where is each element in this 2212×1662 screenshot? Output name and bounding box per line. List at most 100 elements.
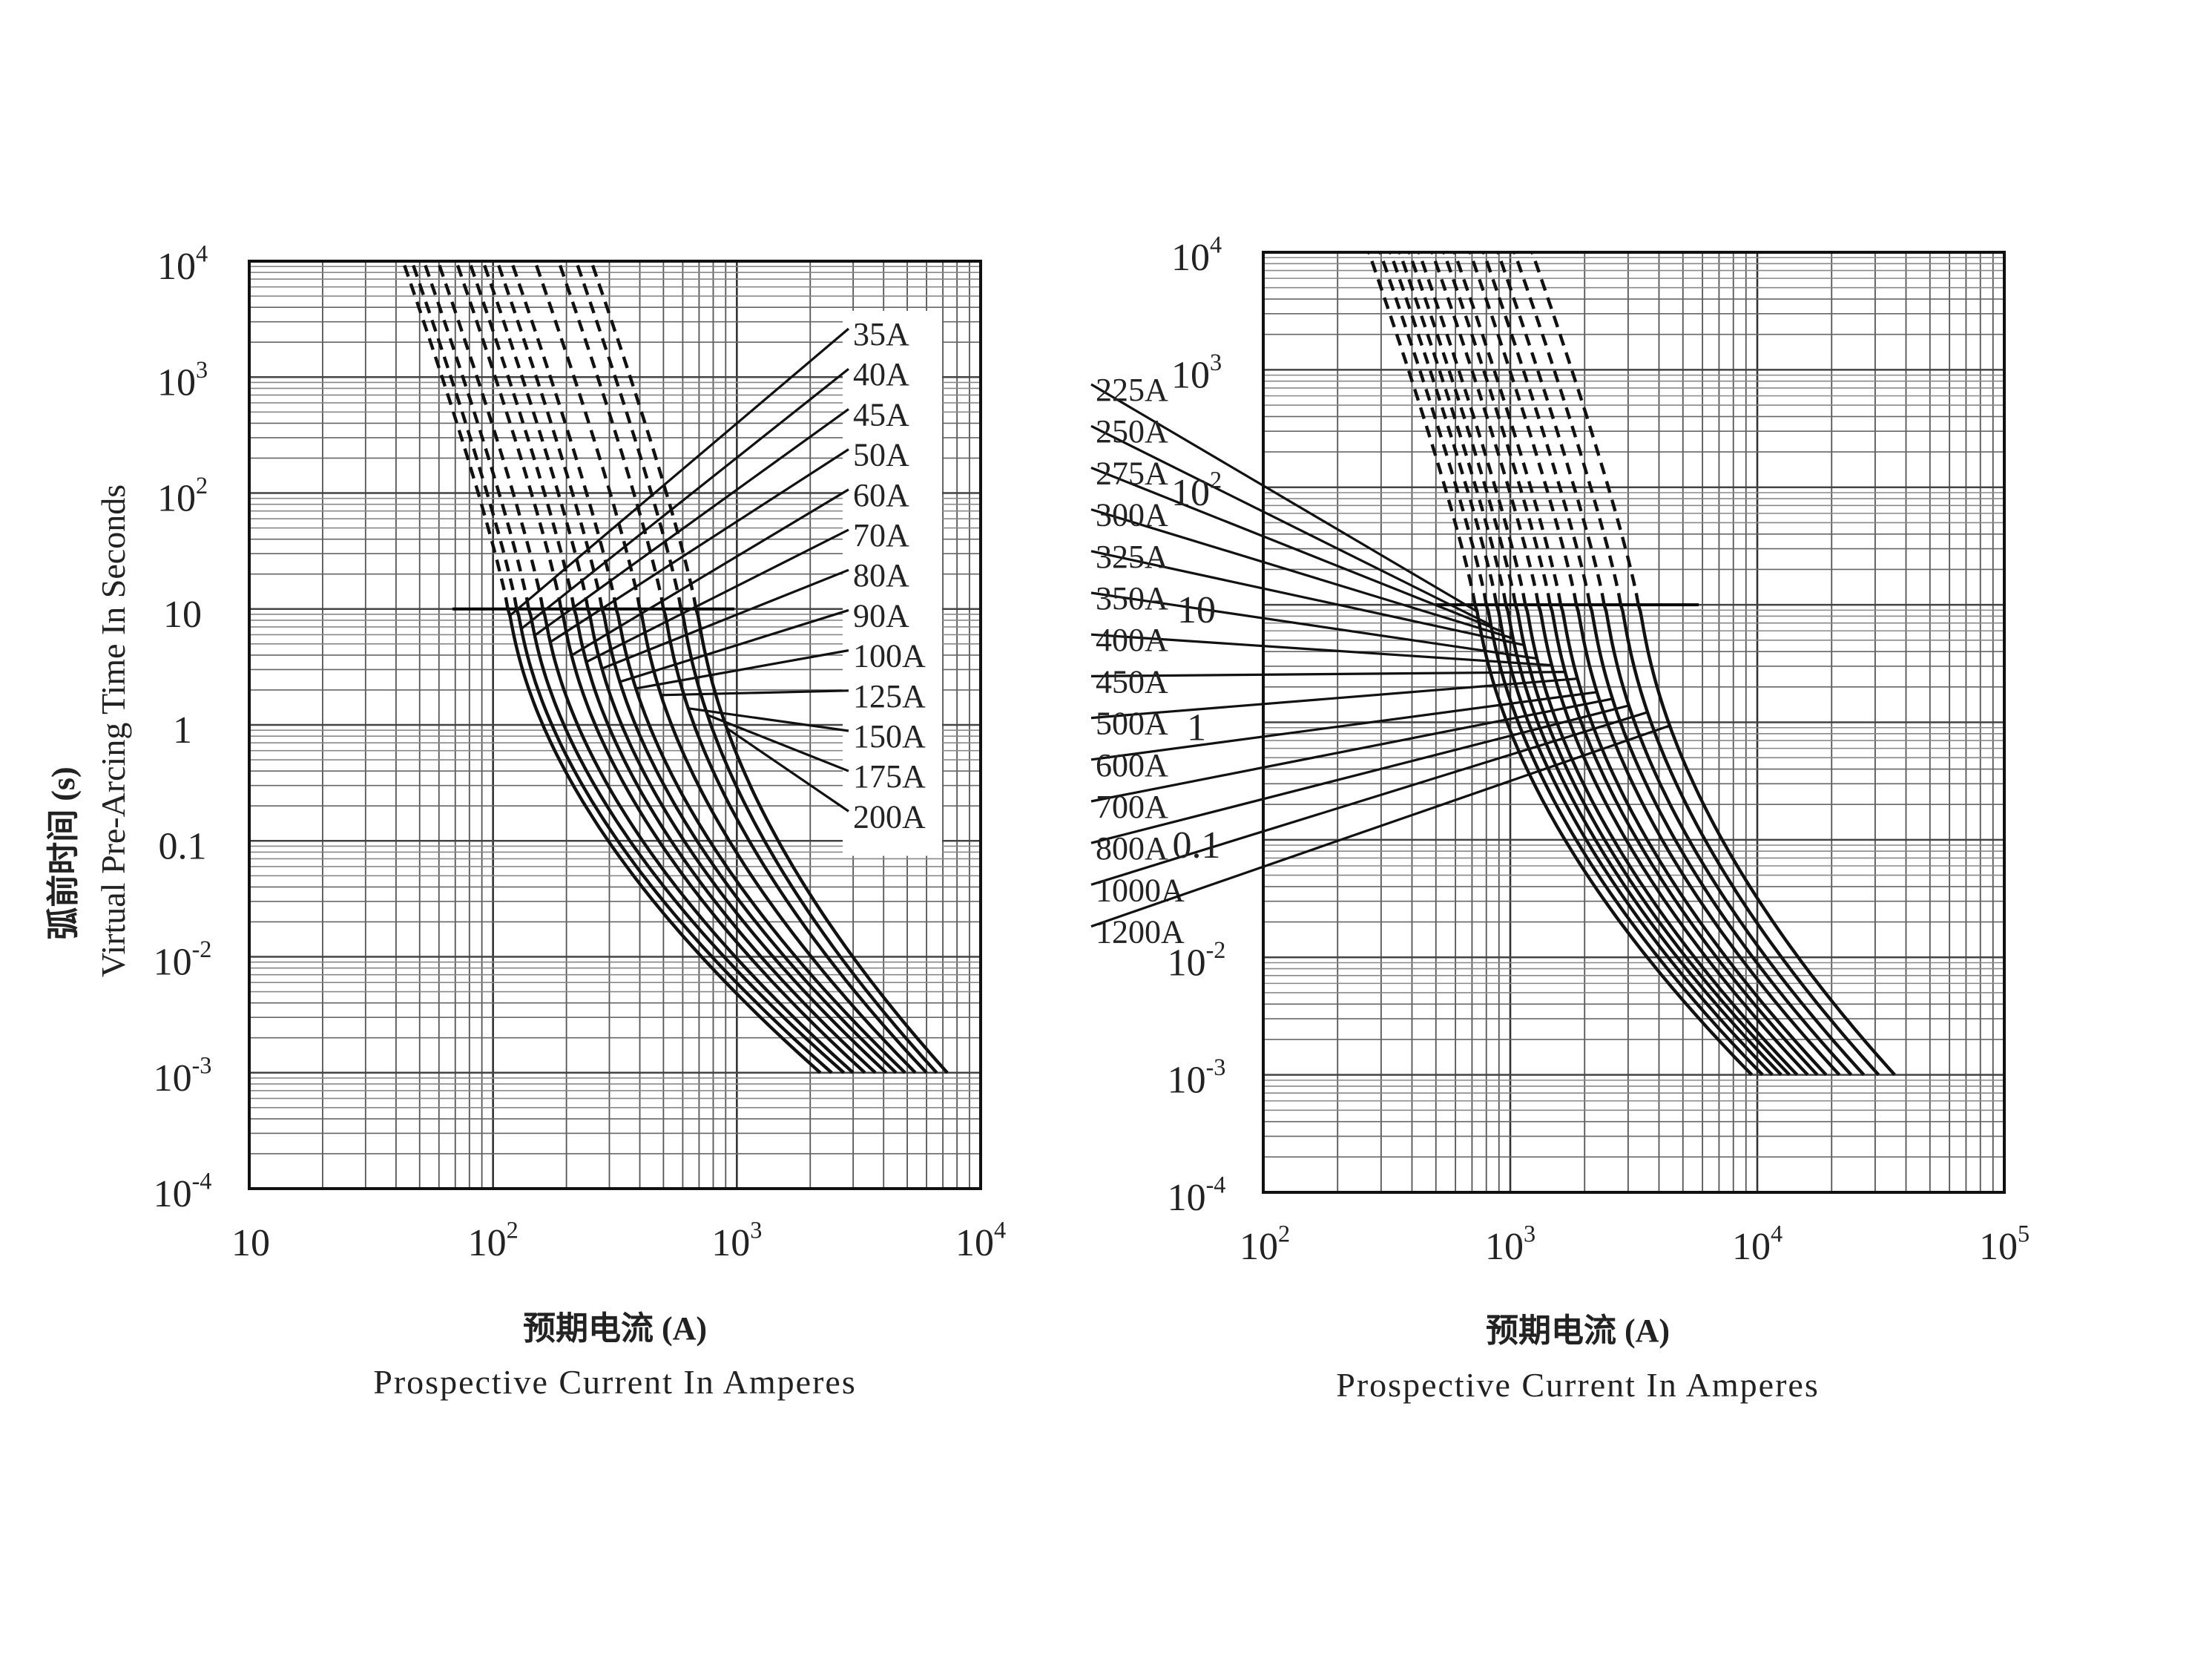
legend-label-40A: 40A bbox=[853, 356, 909, 392]
curve-125A bbox=[638, 608, 917, 1074]
y-tick-label: 1 bbox=[1187, 707, 1206, 749]
curve-400A bbox=[1536, 604, 1809, 1077]
curve-dashed-125A bbox=[533, 260, 642, 610]
curve-45A bbox=[527, 608, 846, 1074]
curve-dashed-1200A bbox=[1530, 252, 1640, 605]
curve-250A bbox=[1484, 604, 1764, 1077]
curve-dashed-325A bbox=[1407, 252, 1518, 605]
y-tick-label: 10-4 bbox=[1168, 1172, 1226, 1219]
x-tick-label: 10 bbox=[231, 1222, 270, 1264]
curve-dashed-450A bbox=[1442, 252, 1552, 605]
leader-line-350A bbox=[1090, 591, 1538, 660]
series-curves bbox=[401, 260, 949, 1074]
y-tick-label: 104 bbox=[1171, 231, 1222, 279]
leader-line-325A bbox=[1090, 550, 1524, 646]
curve-1000A bbox=[1619, 604, 1880, 1077]
legend-label-175A: 175A bbox=[853, 758, 926, 795]
legend-label-125A: 125A bbox=[853, 678, 926, 715]
legend-label-225A: 225A bbox=[1096, 372, 1168, 408]
legend: 225A 250A 275A 300A 325A 350A 400A 450A 500A 600A… bbox=[1085, 365, 1670, 972]
x-tick-label: 105 bbox=[1979, 1221, 2030, 1268]
curve-dashed-700A bbox=[1482, 252, 1592, 605]
leader-line-225A bbox=[1090, 383, 1478, 613]
plot-frame bbox=[248, 260, 982, 1190]
y-tick-label: 10-4 bbox=[154, 1168, 212, 1215]
curve-dashed-1000A bbox=[1512, 252, 1623, 605]
legend-box bbox=[843, 310, 942, 856]
y-tick-label: 104 bbox=[157, 240, 208, 288]
curve-150A bbox=[662, 608, 928, 1074]
leader-line-125A bbox=[661, 689, 849, 697]
curve-dashed-275A bbox=[1389, 252, 1498, 605]
legend-label-150A: 150A bbox=[853, 718, 926, 755]
curve-35A bbox=[506, 608, 822, 1074]
legend-label-275A: 275A bbox=[1096, 455, 1168, 491]
grid bbox=[1263, 252, 2004, 1192]
curve-dashed-50A bbox=[436, 260, 544, 610]
legend-label-500A: 500A bbox=[1096, 706, 1168, 742]
legend-box bbox=[1085, 365, 1205, 972]
x-tick-label: 104 bbox=[1732, 1221, 1783, 1268]
legend-label-60A: 60A bbox=[853, 477, 909, 513]
legend-label-250A: 250A bbox=[1096, 413, 1168, 450]
legend-label-300A: 300A bbox=[1096, 497, 1168, 533]
curve-40A bbox=[515, 608, 833, 1074]
curve-dashed-225A bbox=[1367, 252, 1477, 605]
leader-line-45A bbox=[533, 408, 849, 637]
curve-dashed-350A bbox=[1417, 252, 1527, 605]
legend-label-325A: 325A bbox=[1096, 539, 1168, 575]
x-axis-title-zh: 预期电流 (A) bbox=[523, 1310, 707, 1347]
y-tick-label: 103 bbox=[157, 356, 208, 404]
curve-225A bbox=[1473, 604, 1754, 1077]
leader-line-80A bbox=[601, 568, 849, 670]
y-axis-title-zh: 弧前时间 (s) bbox=[45, 766, 82, 939]
curve-dashed-200A bbox=[589, 260, 698, 610]
curve-dashed-45A bbox=[422, 260, 530, 610]
legend-label-50A: 50A bbox=[853, 437, 909, 473]
curve-80A bbox=[586, 608, 888, 1074]
legend-label-45A: 45A bbox=[853, 396, 909, 433]
x-tick-label: 102 bbox=[468, 1217, 519, 1264]
x-axis-title-zh: 预期电流 (A) bbox=[1486, 1313, 1670, 1349]
y-tick-label: 10-2 bbox=[1168, 936, 1226, 984]
y-tick-label: 103 bbox=[1171, 349, 1222, 396]
leader-line-800A bbox=[1090, 704, 1630, 844]
curve-dashed-300A bbox=[1398, 252, 1508, 605]
y-tick-label: 10-2 bbox=[154, 936, 212, 983]
leader-line-40A bbox=[520, 367, 849, 630]
legend-label-80A: 80A bbox=[853, 557, 909, 594]
x-tick-label: 103 bbox=[1485, 1221, 1535, 1268]
legend-label-350A: 350A bbox=[1096, 580, 1168, 617]
legend-label-600A: 600A bbox=[1096, 747, 1168, 784]
curve-dashed-400A bbox=[1430, 252, 1541, 605]
y-tick-label: 10 bbox=[1177, 589, 1216, 631]
leader-line-70A bbox=[585, 528, 849, 663]
curve-dashed-90A bbox=[496, 260, 604, 610]
leader-line-50A bbox=[549, 448, 849, 643]
leader-line-275A bbox=[1090, 466, 1503, 633]
x-tick-labels: 102 103 104 105 bbox=[1240, 1221, 2030, 1268]
legend-label-700A: 700A bbox=[1096, 789, 1168, 825]
curve-dashed-800A bbox=[1496, 252, 1606, 605]
curve-dashed-250A bbox=[1378, 252, 1488, 605]
leader-line-200A bbox=[725, 727, 849, 812]
curve-500A bbox=[1558, 604, 1828, 1077]
curve-200A bbox=[694, 608, 949, 1074]
y-tick-label: 10 bbox=[163, 594, 202, 636]
leader-line-1200A bbox=[1090, 724, 1670, 928]
legend-label-450A: 450A bbox=[1096, 663, 1168, 700]
y-tick-label: 102 bbox=[1171, 466, 1222, 513]
leader-line-175A bbox=[707, 714, 849, 772]
legend-label-100A: 100A bbox=[853, 638, 926, 674]
curve-60A bbox=[559, 608, 866, 1074]
curve-70A bbox=[572, 608, 877, 1074]
x-tick-label: 104 bbox=[955, 1217, 1006, 1264]
curve-dashed-80A bbox=[481, 260, 590, 610]
leader-line-1000A bbox=[1090, 711, 1648, 886]
curve-50A bbox=[541, 608, 855, 1074]
curve-600A bbox=[1574, 604, 1841, 1077]
